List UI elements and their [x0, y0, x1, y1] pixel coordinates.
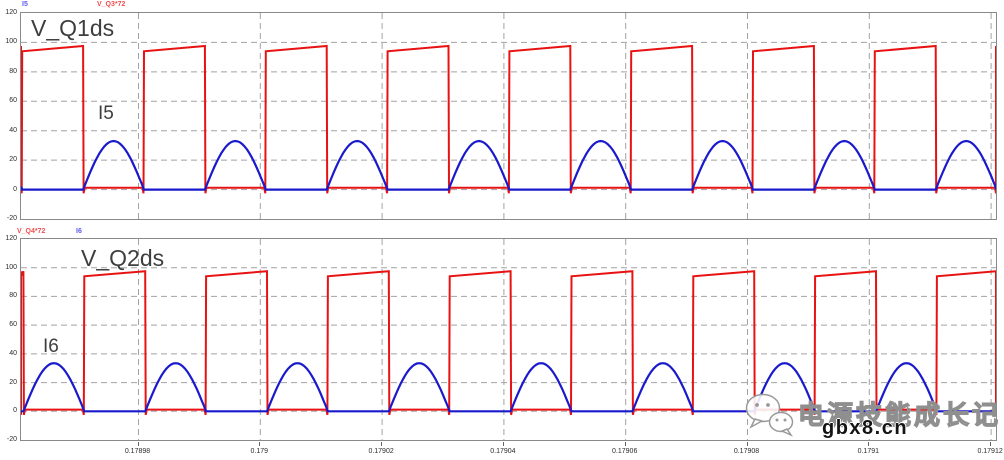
- current-label-i5: I5: [98, 103, 114, 124]
- y-tick-label: 100: [5, 38, 17, 46]
- y-tick-label: 120: [5, 9, 17, 16]
- x-tick-mark: [624, 442, 626, 446]
- legend-item-i5[interactable]: I5: [22, 1, 28, 8]
- current-label-i6: I6: [43, 336, 59, 357]
- y-tick-label: -20: [6, 436, 17, 443]
- x-tick-label: 0.17904: [490, 448, 516, 455]
- waveform-canvas-bottom: [21, 239, 996, 440]
- x-tick-mark: [137, 442, 139, 446]
- panel-bottom-title: V_Q2ds: [81, 245, 165, 271]
- x-tick-mark: [381, 442, 383, 446]
- x-tick-mark: [259, 442, 261, 446]
- legend-item-vq3[interactable]: V_Q3*72: [97, 1, 126, 8]
- y-tick-label: 60: [9, 97, 17, 105]
- x-tick-mark: [502, 442, 504, 446]
- y-tick-label: 40: [9, 349, 17, 357]
- y-tick-label: 0: [13, 407, 17, 415]
- x-tick-mark: [746, 442, 748, 446]
- x-tick-label: 0.1791: [857, 448, 880, 455]
- panel-top-title: V_Q1ds: [31, 15, 115, 41]
- current-trace: [21, 362, 996, 413]
- wechat-icon: [742, 391, 796, 442]
- y-tick-label: 0: [13, 185, 17, 193]
- y-tick-label: 120: [5, 235, 17, 242]
- x-tick-mark: [868, 442, 870, 446]
- x-tick-mark: [990, 442, 992, 446]
- x-tick-label: 0.17912: [977, 448, 1003, 455]
- waveform-canvas-top: [21, 13, 996, 219]
- vds-trace: [21, 44, 996, 194]
- waveform-panel-top: V_Q1ds I5: [20, 12, 997, 220]
- x-tick-label: 0.17898: [124, 448, 151, 455]
- legend-item-i6[interactable]: I6: [76, 228, 82, 235]
- x-tick-label: 0.17908: [733, 448, 760, 455]
- current-trace: [21, 139, 996, 191]
- legend-item-vq4[interactable]: V_Q4*72: [17, 228, 46, 235]
- x-tick-label: 0.179: [250, 448, 269, 455]
- y-tick-label: 40: [9, 126, 17, 134]
- watermark-site-url: gbx8.cn: [822, 417, 909, 439]
- time-axis: 0.17898 0.179 0.17902 0.17904 0.17906 0.17908…: [20, 442, 1003, 460]
- y-tick-label: -20: [6, 215, 17, 222]
- watermark: 电源技能成长记: [742, 391, 1001, 442]
- waveform-panel-bottom: V_Q2ds I6: [20, 238, 997, 441]
- y-tick-label: 80: [9, 67, 17, 75]
- y-tick-label: 80: [9, 292, 17, 300]
- watermark-brand-text: 电源技能成长记: [797, 399, 1002, 430]
- x-tick-label: 0.17906: [612, 448, 638, 455]
- x-tick-label: 0.17902: [368, 448, 394, 455]
- y-tick-label: 20: [9, 378, 17, 386]
- y-tick-label: 100: [5, 263, 17, 271]
- y-tick-label: 20: [9, 156, 17, 164]
- y-tick-label: 60: [9, 321, 17, 329]
